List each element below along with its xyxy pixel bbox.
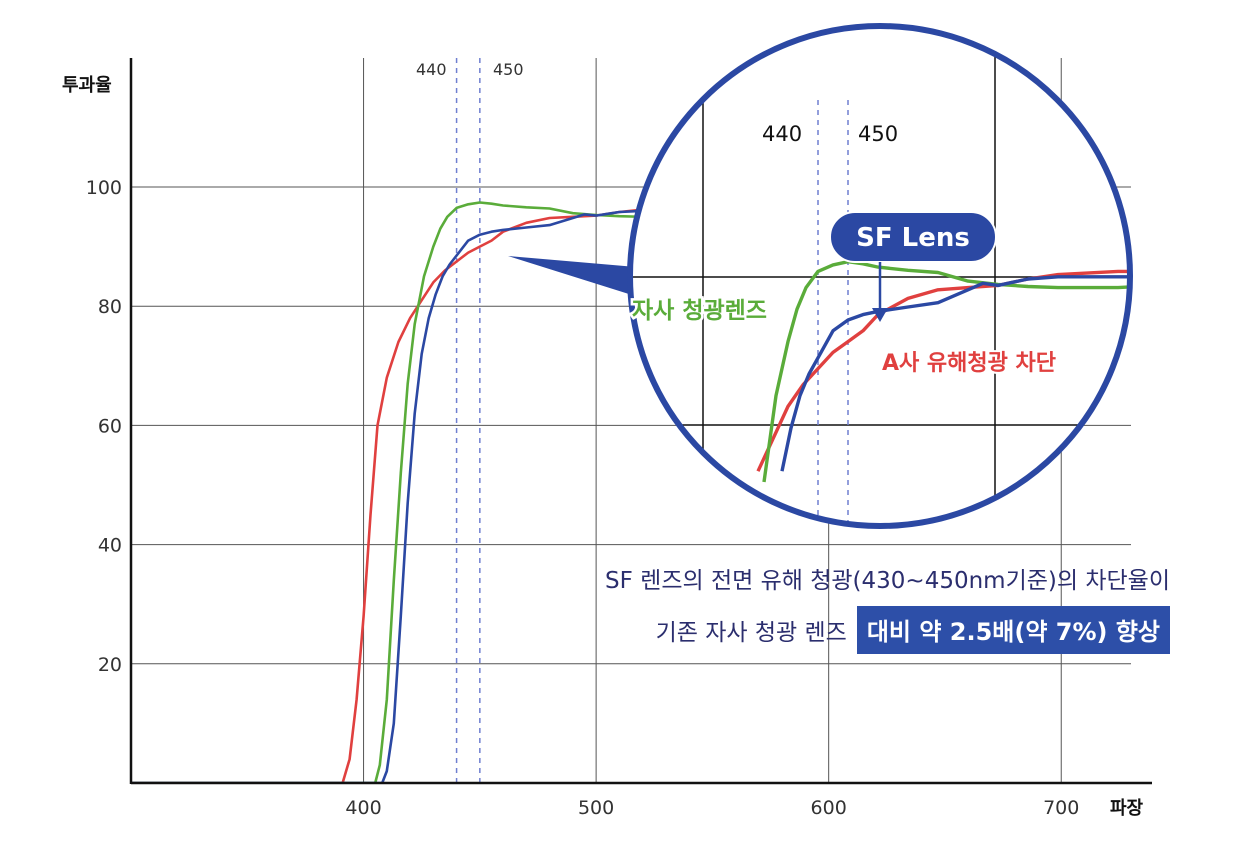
zoom-inset: 440 450 SF Lens <box>627 23 1133 529</box>
zoom-series-line-sf-lens <box>780 264 1130 472</box>
y-axis-title: 투과율 <box>62 75 112 96</box>
ref-label-440: 440 <box>416 60 447 79</box>
zoom-pointer <box>508 256 648 300</box>
note-line-1: SF 렌즈의 전면 유해 청광(430~450nm기준)의 차단율이 <box>605 568 1170 594</box>
y-tick-label-100: 100 <box>86 177 122 199</box>
callout-arrow-head <box>872 308 888 322</box>
zoom-ref-label-440: 440 <box>762 122 802 146</box>
y-tick-label-20: 20 <box>98 654 122 676</box>
x-tick-label-600: 600 <box>811 797 847 819</box>
note-line-2: 기존 자사 청광 렌즈 대비 약 2.5배(약 7%) 향상 <box>520 606 1170 654</box>
zoom-series-layer <box>756 260 1130 483</box>
note-line-2-prefix: 기존 자사 청광 렌즈 <box>655 620 847 646</box>
tick-labels: 400 500 600 700 20 40 60 80 100 <box>86 177 1080 819</box>
x-tick-label-700: 700 <box>1043 797 1079 819</box>
note-highlight-badge: 대비 약 2.5배(약 7%) 향상 <box>856 606 1170 654</box>
legend-red-label: A사 유해청광 차단 <box>882 351 1056 376</box>
x-axis-title: 파장 <box>1110 798 1144 819</box>
zoom-series-line-green <box>762 260 1130 483</box>
sf-lens-callout <box>829 211 997 263</box>
y-tick-label-60: 60 <box>98 415 122 437</box>
zoom-ref-label-450: 450 <box>858 122 898 146</box>
legend-green-label: 자사 청광렌즈 <box>632 298 767 324</box>
x-tick-label-400: 400 <box>345 797 381 819</box>
x-tick-label-500: 500 <box>578 797 614 819</box>
reference-lines <box>455 58 481 783</box>
y-tick-label-40: 40 <box>98 535 122 557</box>
zoom-circle <box>627 23 1133 529</box>
ref-label-450: 450 <box>493 60 524 79</box>
zoom-series-line-red <box>756 264 1130 472</box>
sf-lens-callout-label: SF Lens <box>856 223 970 253</box>
y-tick-label-80: 80 <box>98 296 122 318</box>
